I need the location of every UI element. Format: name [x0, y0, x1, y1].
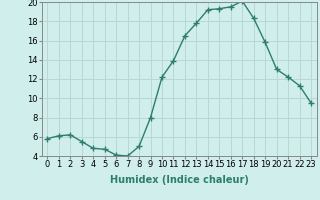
X-axis label: Humidex (Indice chaleur): Humidex (Indice chaleur)	[110, 175, 249, 185]
